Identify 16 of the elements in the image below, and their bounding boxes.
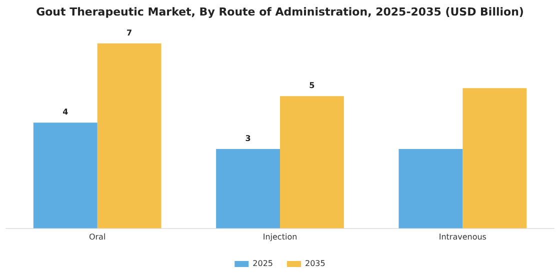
x-tick-label: Oral xyxy=(88,232,106,242)
legend-label: 2035 xyxy=(305,259,326,268)
legend-label: 2025 xyxy=(252,259,273,268)
bar xyxy=(280,96,344,228)
chart-title: Gout Therapeutic Market, By Route of Administration, 2025-2035 (USD Billion) xyxy=(36,5,524,18)
data-label: 5 xyxy=(309,81,316,90)
data-label: 3 xyxy=(245,134,251,144)
data-label: 7 xyxy=(126,28,132,38)
x-tick-label: Intravenous xyxy=(438,232,486,242)
bar xyxy=(216,149,280,228)
bar xyxy=(462,88,527,228)
data-label: 4 xyxy=(62,108,69,117)
x-tick-label: Injection xyxy=(262,232,298,242)
bar xyxy=(33,122,98,228)
bar xyxy=(398,149,463,228)
bar xyxy=(97,43,162,228)
